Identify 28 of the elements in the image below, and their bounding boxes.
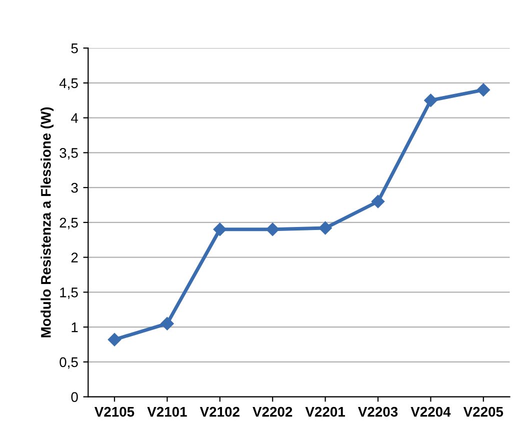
- point: [318, 221, 332, 235]
- point: [213, 222, 226, 236]
- y-tick-label: 1: [72, 322, 78, 332]
- y-tick-label: 4,5: [59, 78, 78, 90]
- y-tick-label: 4: [71, 113, 78, 123]
- y-tick-label: 0: [71, 392, 78, 402]
- x-tick-label: V2202: [252, 406, 292, 417]
- x-tick-label: V2201: [305, 406, 345, 417]
- x-tick-label: V2101: [147, 406, 187, 417]
- point: [476, 83, 490, 97]
- y-tick-label: 3,5: [60, 148, 78, 160]
- y-tick-label: 3: [71, 182, 78, 193]
- y-axis-title: Modulo Resistenza a Flessione (W): [40, 107, 54, 338]
- y-tick-label: 1,5: [60, 288, 78, 299]
- x-tick-label: V2205: [463, 406, 504, 417]
- y-tick-label: 2: [71, 252, 78, 262]
- point: [424, 94, 438, 107]
- y-tick-label: 0,5: [60, 357, 78, 369]
- point: [160, 316, 174, 330]
- x-tick-label: V2204: [410, 406, 451, 417]
- x-tick-label: V2203: [358, 406, 398, 417]
- point: [108, 333, 122, 346]
- y-tick-label: 2,5: [60, 218, 78, 230]
- x-tick-label: V2105: [94, 406, 134, 417]
- y-tick-label: 5: [71, 44, 78, 54]
- x-tick-label: V2102: [200, 406, 240, 417]
- point: [371, 194, 385, 208]
- point: [266, 222, 280, 236]
